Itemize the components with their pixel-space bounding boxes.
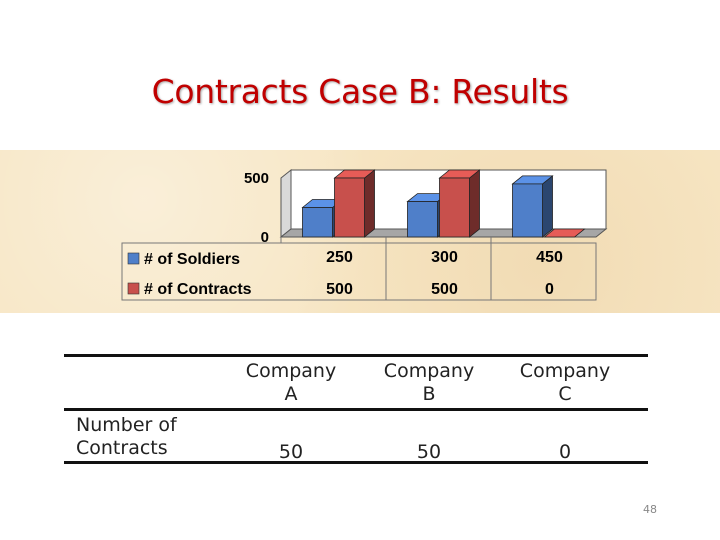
column-header-line: A [284, 383, 298, 405]
table-bottom-rule [64, 461, 648, 464]
legend-label-1: # of Contracts [144, 281, 252, 298]
bar-contracts-0 [334, 177, 365, 238]
data-table-value: 450 [536, 249, 563, 266]
row-header-line: Contracts [76, 437, 168, 459]
bar-contracts-1 [439, 177, 470, 238]
chart-panel: 0 500 # of Soldiers 250 300 450 # of Contracts… [0, 150, 720, 313]
column-header-line: Company [245, 360, 337, 382]
legend-swatch-0 [127, 252, 140, 265]
legend-label-0: # of Soldiers [144, 251, 240, 268]
data-table-border [121, 242, 597, 301]
column-header-line: Company [383, 360, 475, 382]
bar-soldiers-2 [512, 183, 543, 238]
y-tick-label: 500 [244, 170, 269, 187]
table-top-rule [64, 354, 648, 357]
column-header-company-c: Company C [510, 360, 620, 406]
page-number: 48 [643, 503, 657, 516]
data-table-value: 300 [431, 249, 458, 266]
legend-swatch-1 [127, 282, 140, 295]
column-header-line: B [422, 383, 436, 405]
bar-side-1-1 [469, 169, 480, 238]
bar-chart: 0 500 # of Soldiers 250 300 450 # of Contracts… [121, 168, 608, 301]
chart-side-wall [280, 168, 292, 239]
row-header-line: Number of [76, 414, 177, 436]
bar-side-1-0 [364, 169, 375, 238]
cell-company-a-contracts: 50 [278, 441, 304, 463]
y-tick-label: 0 [261, 229, 269, 246]
cell-company-b-contracts: 50 [416, 441, 442, 463]
column-header-company-a: Company A [236, 360, 346, 406]
bar-soldiers-0 [302, 207, 333, 238]
table-mid-rule [64, 408, 648, 411]
data-table-value: 500 [326, 281, 353, 298]
row-header-number-of-contracts: Number of Contracts [76, 414, 177, 460]
data-table-value: 500 [431, 281, 458, 298]
bar-soldiers-1 [407, 201, 438, 238]
cell-company-c-contracts: 0 [558, 441, 572, 463]
data-table-value: 0 [545, 281, 554, 298]
data-table-value: 250 [326, 249, 353, 266]
column-header-line: Company [519, 360, 611, 382]
column-header-company-b: Company B [374, 360, 484, 406]
slide-title: Contracts Case B: Results [151, 72, 569, 111]
bar-side-0-2 [542, 175, 553, 238]
bar-top-1-2 [543, 228, 586, 238]
column-header-line: C [558, 383, 572, 405]
